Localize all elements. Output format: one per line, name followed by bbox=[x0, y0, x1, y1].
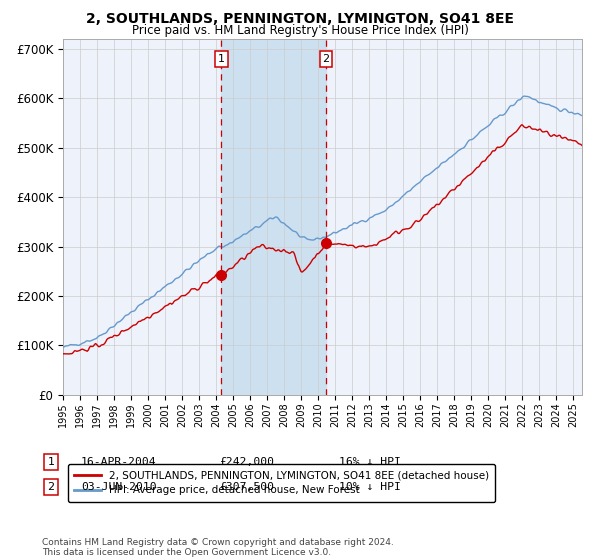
Text: £242,000: £242,000 bbox=[219, 457, 274, 467]
Text: 2: 2 bbox=[47, 482, 55, 492]
Text: 1: 1 bbox=[47, 457, 55, 467]
Text: 2: 2 bbox=[322, 54, 329, 64]
Text: 1: 1 bbox=[218, 54, 225, 64]
Text: Price paid vs. HM Land Registry's House Price Index (HPI): Price paid vs. HM Land Registry's House … bbox=[131, 24, 469, 36]
Bar bbox=[221, 39, 326, 395]
Text: Contains HM Land Registry data © Crown copyright and database right 2024.
This d: Contains HM Land Registry data © Crown c… bbox=[42, 538, 394, 557]
Legend: 2, SOUTHLANDS, PENNINGTON, LYMINGTON, SO41 8EE (detached house), HPI: Average pr: 2, SOUTHLANDS, PENNINGTON, LYMINGTON, SO… bbox=[68, 464, 495, 502]
Text: 03-JUN-2010: 03-JUN-2010 bbox=[81, 482, 157, 492]
Text: 2, SOUTHLANDS, PENNINGTON, LYMINGTON, SO41 8EE: 2, SOUTHLANDS, PENNINGTON, LYMINGTON, SO… bbox=[86, 12, 514, 26]
Text: 10% ↓ HPI: 10% ↓ HPI bbox=[339, 482, 401, 492]
Text: £307,500: £307,500 bbox=[219, 482, 274, 492]
Text: 16% ↓ HPI: 16% ↓ HPI bbox=[339, 457, 401, 467]
Text: 16-APR-2004: 16-APR-2004 bbox=[81, 457, 157, 467]
